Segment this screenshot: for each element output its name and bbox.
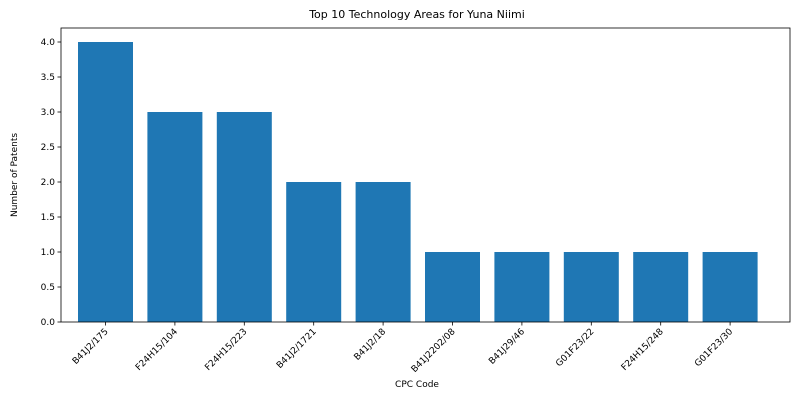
bars-group: [78, 42, 758, 322]
y-tick-label-0: 0.0: [41, 318, 56, 328]
x-tick-label-7: G01F23/22: [554, 327, 596, 369]
y-tick-label-8: 4.0: [41, 38, 56, 48]
x-tick-label-0: B41J2/175: [71, 327, 111, 367]
bar-3: [286, 182, 341, 322]
chart-title: Top 10 Technology Areas for Yuna Niimi: [308, 8, 525, 21]
y-axis-ticks: 0.0 0.5 1.0 1.5 2.0 2.5 3.0 3.5 4.0: [41, 38, 61, 328]
y-tick-label-1: 0.5: [41, 283, 55, 293]
y-tick-label-5: 2.5: [41, 143, 55, 153]
y-axis-label: Number of Patents: [10, 133, 20, 217]
bar-9: [703, 252, 758, 322]
y-tick-label-7: 3.5: [41, 73, 55, 83]
bar-8: [633, 252, 688, 322]
x-tick-label-1: F24H15/104: [134, 327, 180, 373]
x-tick-label-9: G01F23/30: [693, 327, 735, 369]
x-tick-label-6: B41J29/46: [487, 327, 527, 367]
x-tick-label-8: F24H15/248: [620, 327, 666, 373]
bar-4: [356, 182, 411, 322]
bar-5: [425, 252, 480, 322]
bar-7: [564, 252, 619, 322]
x-tick-label-2: F24H15/223: [203, 327, 249, 373]
y-tick-label-2: 1.0: [41, 248, 56, 258]
y-tick-label-6: 3.0: [41, 108, 56, 118]
bar-6: [494, 252, 549, 322]
x-tick-label-5: B41J2202/08: [410, 327, 458, 375]
bar-0: [78, 42, 133, 322]
bar-2: [217, 112, 272, 322]
y-tick-label-3: 1.5: [41, 213, 55, 223]
x-tick-label-4: B41J2/18: [353, 327, 389, 363]
x-axis-ticks: B41J2/175 F24H15/104 F24H15/223 B41J2/1721 B…: [71, 322, 736, 375]
y-tick-label-4: 2.0: [41, 178, 56, 188]
x-axis-label: CPC Code: [395, 380, 439, 390]
bar-1: [147, 112, 202, 322]
x-tick-label-3: B41J2/1721: [275, 327, 319, 371]
